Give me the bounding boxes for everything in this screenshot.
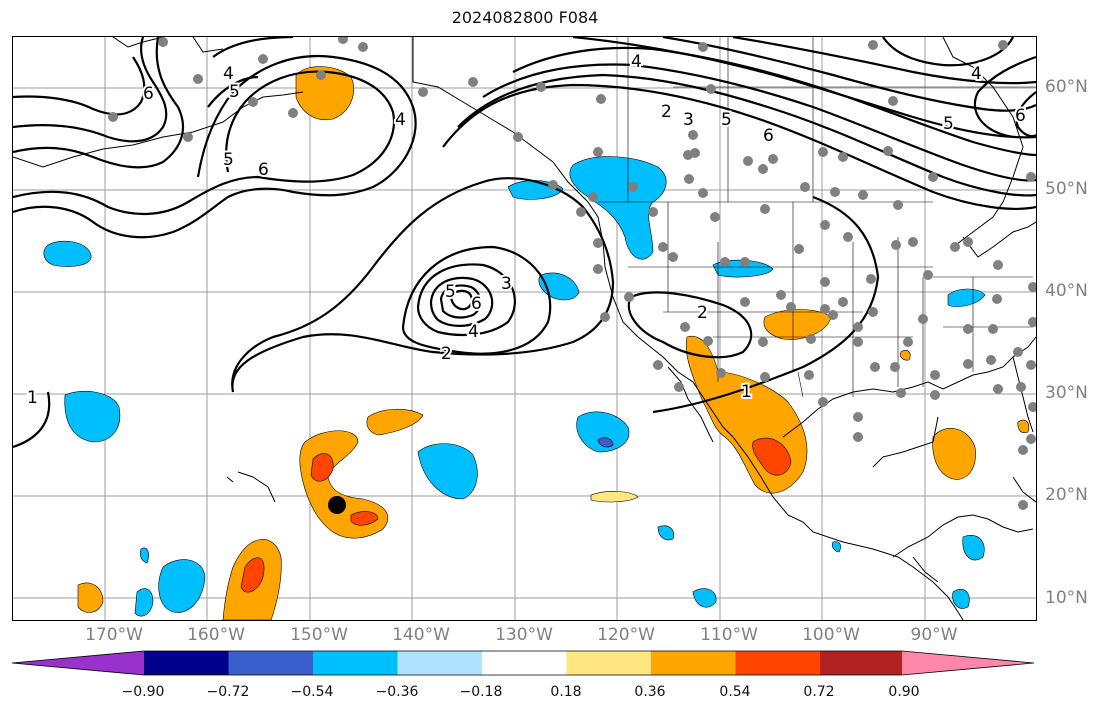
- lon-label-120w: 120°W: [597, 625, 655, 645]
- shade-neg-gulf-of-alaska-w: [43, 240, 92, 267]
- colorbar-tick: −0.54: [290, 684, 334, 700]
- shaded-regions: [43, 66, 1030, 620]
- storm-center-marker: [328, 496, 346, 514]
- map-title: 2024082800 F084: [451, 8, 599, 27]
- lat-label-10n: 10°N: [1045, 588, 1088, 608]
- colorbar-tick: 0.36: [634, 684, 666, 700]
- colorbar-segment: [397, 651, 483, 675]
- colorbar-tick: −0.36: [375, 684, 419, 700]
- contour-labels: 1 1 2 2 2 3 3 4 4 4 4 4 5 5 5 5 5 6 6 6 …: [25, 50, 1028, 410]
- colorbar-segment: [228, 651, 314, 675]
- contour-label: 2: [441, 344, 452, 364]
- graticule: [13, 37, 1036, 620]
- shade-neg-south-2: [134, 588, 154, 617]
- shade-neg-south-1: [158, 559, 206, 613]
- contour-label: 5: [229, 82, 240, 102]
- colorbar-segment: [482, 651, 567, 675]
- contour-label: 4: [468, 322, 479, 342]
- shade-pos-gulf: [932, 428, 976, 480]
- shade-neg-small-1: [139, 547, 149, 564]
- colorbar-segment: [566, 651, 652, 675]
- contours: [13, 37, 1036, 449]
- contour-label: 5: [721, 110, 732, 130]
- colorbar-segment: [12, 651, 144, 675]
- colorbar-tick: 0.54: [719, 684, 751, 700]
- lon-label-110w: 110°W: [700, 625, 758, 645]
- contour-label: 3: [683, 110, 694, 130]
- contour-label: 5: [445, 282, 456, 302]
- shade-pos-central-plains: [763, 309, 832, 340]
- colorbar-tick: 0.18: [550, 684, 582, 700]
- shade-pos-far-south-w: [77, 582, 104, 613]
- colorbar-segment: [735, 651, 821, 675]
- shade-pos-small-fl: [1017, 419, 1030, 434]
- colorbar-segment: [313, 651, 398, 675]
- contour-label: 2: [697, 303, 708, 323]
- lat-label-40n: 40°N: [1045, 281, 1088, 301]
- shade-pos-baja: [685, 335, 808, 494]
- contour-label: 5: [943, 114, 954, 134]
- colorbar-segment: [651, 651, 736, 675]
- lon-label-90w: 90°W: [910, 625, 958, 645]
- shade-neg-caribbean: [962, 535, 985, 561]
- contour-label: 4: [395, 110, 406, 130]
- map-canvas: 1 1 2 2 2 3 3 4 4 4 4 4 5 5 5 5 5 6 6 6 …: [13, 37, 1036, 620]
- shade-pos-hawaii-arc: [299, 430, 388, 539]
- lon-label-170w: 170°W: [85, 625, 143, 645]
- contour-label: 4: [223, 64, 234, 84]
- colorbar-tick: 0.90: [888, 684, 920, 700]
- shade-neg-east-gulf: [947, 288, 986, 307]
- colorbar-tick: 0.72: [803, 684, 835, 700]
- coastlines: [13, 37, 1036, 620]
- colorbar-segment: [820, 651, 905, 675]
- shade-pos-small-tx: [900, 349, 911, 361]
- colorbar-tick: −0.72: [206, 684, 250, 700]
- contour-label: 1: [741, 382, 752, 402]
- shade-neg-hawaii-n: [417, 443, 478, 500]
- lon-label-140w: 140°W: [392, 625, 450, 645]
- lat-label-20n: 20°N: [1045, 485, 1088, 505]
- map-panel: 1 1 2 2 2 3 3 4 4 4 4 4 5 5 5 5 5 6 6 6 …: [12, 36, 1037, 621]
- colorbar-segment: [902, 651, 1034, 675]
- shade-neg-baja-w: [576, 411, 630, 453]
- shade-neg-central-pacific: [64, 390, 121, 443]
- lon-label-150w: 150°W: [290, 625, 348, 645]
- contour-label: 1: [27, 388, 38, 408]
- shade-core-4: [752, 437, 792, 476]
- colorbar-tick: −0.18: [459, 684, 503, 700]
- colorbar-tick: −0.90: [121, 684, 165, 700]
- shade-pos-north-hawaii: [366, 408, 424, 436]
- shade-core-2: [350, 511, 379, 526]
- shade-core-3: [240, 557, 265, 593]
- shade-pos-subtrop: [590, 491, 639, 503]
- lat-label-30n: 30°N: [1045, 383, 1088, 403]
- contour-label: 6: [143, 84, 154, 104]
- shade-neg-offshore-ca: [538, 272, 580, 301]
- colorbar-segment: [144, 651, 229, 675]
- contour-label: 6: [258, 160, 269, 180]
- contour-label: 5: [223, 150, 234, 170]
- contour-label: 4: [631, 52, 642, 72]
- shade-neg-south-4: [657, 525, 674, 541]
- lat-label-60n: 60°N: [1045, 77, 1088, 97]
- lat-label-50n: 50°N: [1045, 179, 1088, 199]
- shade-deep-neg-core: [597, 437, 614, 448]
- contour-label: 6: [763, 126, 774, 146]
- shade-neg-south-3: [692, 588, 717, 608]
- station-dots: [108, 37, 1036, 510]
- lon-label-130w: 130°W: [495, 625, 553, 645]
- shade-pos-alaska: [295, 66, 354, 121]
- lon-label-100w: 100°W: [802, 625, 860, 645]
- shade-core-1: [310, 453, 334, 482]
- contour-label: 2: [661, 102, 672, 122]
- shade-neg-small-2: [831, 541, 841, 553]
- contour-label: 6: [471, 294, 482, 314]
- colorbar: [11, 650, 1035, 676]
- shade-neg-cuba: [952, 588, 970, 609]
- contour-label: 4: [971, 64, 982, 84]
- contour-label: 3: [501, 274, 512, 294]
- contour-label: 6: [1015, 106, 1026, 126]
- lon-label-160w: 160°W: [187, 625, 245, 645]
